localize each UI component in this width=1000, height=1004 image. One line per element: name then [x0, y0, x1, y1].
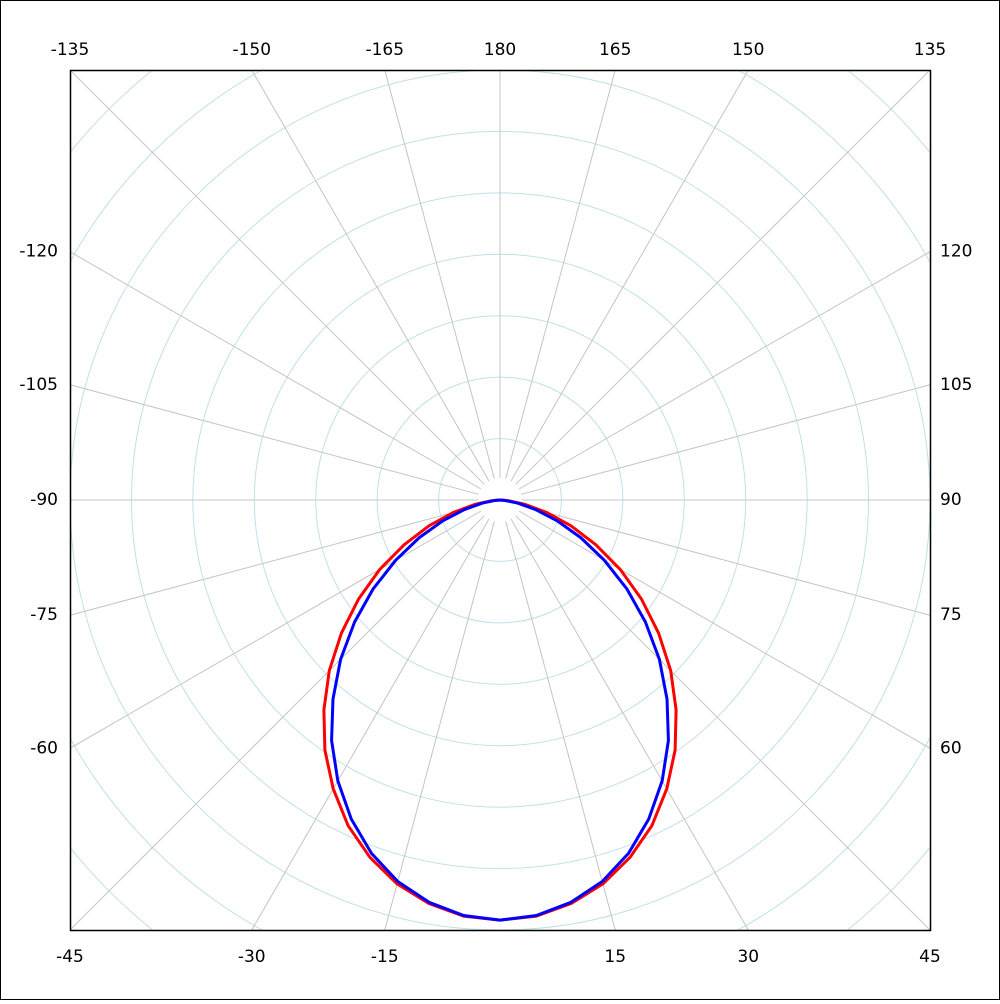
curves: [322, 498, 678, 922]
grid-ray: [384, 521, 495, 930]
angle-label: -75: [30, 605, 58, 625]
angle-label: 105: [940, 375, 972, 395]
angle-label: -135: [51, 40, 90, 60]
angle-label: 30: [737, 947, 759, 967]
angle-label: 150: [732, 40, 764, 60]
angle-label: -45: [56, 947, 84, 967]
grid-ray: [521, 505, 930, 616]
angle-label: 165: [599, 40, 631, 60]
angle-label: 90: [940, 490, 962, 510]
angle-label: -90: [30, 490, 58, 510]
series-line: [330, 498, 670, 922]
angle-label: 135: [914, 40, 946, 60]
grid-ray: [251, 70, 490, 482]
angle-label: -60: [30, 738, 58, 758]
grid-ray: [70, 510, 482, 749]
grid-ray: [70, 251, 482, 490]
labels: -45 -30 -15 15 30 45 60 75 90 105 120 135 150 165 180 -…: [19, 40, 972, 967]
angle-label: -150: [232, 40, 271, 60]
plot-border: [69, 69, 932, 932]
angle-label: 75: [940, 605, 962, 625]
angle-label: -30: [238, 947, 266, 967]
grid-ray: [505, 70, 616, 479]
angle-label: 60: [940, 738, 962, 758]
grid-ray: [518, 251, 930, 490]
angle-label: -165: [365, 40, 404, 60]
angle-label: 15: [604, 947, 626, 967]
grid-ray: [510, 70, 749, 482]
grid-ray: [70, 70, 485, 485]
grid-ray: [515, 70, 930, 485]
grid-ray: [505, 521, 616, 930]
grid-ray: [70, 384, 479, 495]
angle-label: 180: [484, 40, 516, 60]
angle-label: 45: [919, 947, 941, 967]
grid-ray: [510, 518, 749, 930]
grid-ray: [70, 515, 485, 930]
grid-ray: [518, 510, 930, 749]
grid-ray: [521, 384, 930, 495]
grid-ray: [384, 70, 495, 479]
angle-label: -15: [371, 947, 399, 967]
grid-ray: [70, 505, 479, 616]
angle-label: -120: [19, 242, 58, 262]
grid-ray: [251, 518, 490, 930]
angle-label: 120: [940, 242, 972, 262]
grid-ray: [515, 515, 930, 930]
angle-label: -105: [19, 375, 58, 395]
